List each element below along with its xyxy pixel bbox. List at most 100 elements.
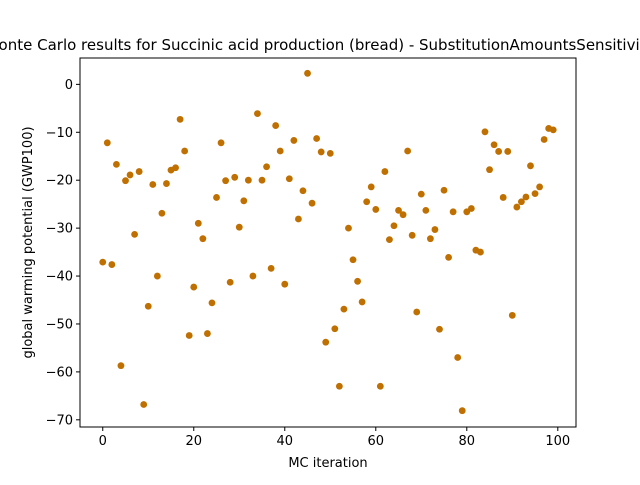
data-point [440,186,448,194]
data-point [367,183,375,191]
data-point [354,277,361,285]
data-point [549,126,557,134]
data-point [226,278,234,286]
y-tick-label: 0 [65,78,73,93]
data-point [267,264,275,272]
data-point [481,128,489,136]
data-point [540,136,548,143]
data-point [144,302,152,310]
data-point [244,176,252,184]
data-point [345,224,352,232]
chart-title: Monte Carlo results for Succinic acid pr… [0,36,640,54]
data-point [445,253,452,261]
x-tick-label: 60 [368,434,385,449]
data-point [531,190,539,198]
data-point [213,194,220,201]
data-point [103,139,111,147]
data-point [358,298,366,306]
data-point [517,198,525,206]
y-axis-label: global warming potential (GWP100) [21,126,36,358]
x-tick-label: 40 [276,434,293,449]
plot-area [99,69,557,415]
data-point [413,308,421,316]
data-point [335,382,343,390]
data-point [149,181,157,188]
data-point [426,235,434,243]
data-point [295,215,302,223]
data-point [490,141,498,149]
data-point [499,194,507,201]
data-point [254,110,261,117]
data-point [126,171,134,179]
data-point [217,139,225,147]
data-point [363,198,371,206]
x-tick-label: 0 [99,434,107,449]
data-point [272,122,280,129]
data-point [131,230,139,238]
data-point [486,166,493,174]
data-point [390,222,398,230]
data-point [199,235,207,243]
data-point [172,164,179,172]
data-point [135,168,143,175]
data-point [185,332,193,339]
x-tick-label: 80 [459,434,476,449]
data-point [381,168,389,175]
data-point [208,299,216,307]
data-point [204,330,211,337]
data-point [513,203,521,211]
data-point [404,147,412,155]
y-tick-label: −70 [46,413,73,428]
axes-frame [79,57,577,428]
data-point [522,193,530,201]
data-point [176,115,184,123]
data-point [276,147,284,155]
data-point [508,311,516,319]
data-point [326,149,334,157]
data-point [331,325,339,333]
data-point [454,354,462,361]
data-point [163,180,170,187]
data-point [222,177,230,185]
data-point [113,160,120,168]
x-tick-label: 100 [545,434,570,449]
x-tick-label: 20 [185,434,202,449]
data-point [263,163,270,171]
data-point [340,305,348,313]
data-point [153,272,161,280]
x-axis-label: MC iteration [288,456,367,471]
y-tick-label: −20 [46,174,73,189]
data-point [308,199,316,207]
data-point [376,382,384,390]
data-point [249,272,257,280]
data-point [399,211,407,219]
data-point [140,401,148,408]
data-point [181,147,189,155]
data-point [504,148,512,155]
y-tick-label: −10 [46,126,73,141]
data-point [240,197,248,205]
x-axis: 0 20 40 60 80 100 [99,427,570,449]
data-point [194,219,202,227]
data-point [313,135,321,142]
data-point [122,177,129,185]
data-point [417,190,425,198]
data-point [349,256,357,264]
data-point [536,183,543,191]
data-point [281,280,289,288]
data-point [158,209,166,217]
data-point [258,176,266,184]
data-point [477,248,484,256]
data-point [527,162,534,170]
data-point [467,205,475,212]
data-point [317,148,325,156]
data-point [431,226,439,233]
data-point [299,187,307,195]
data-point [285,175,293,183]
y-axis: 0 −10 −20 −30 −40 −50 −60 −70 [46,78,80,428]
y-tick-label: −50 [46,317,73,332]
data-point [436,325,443,333]
data-point [458,407,466,415]
data-point [422,206,430,214]
